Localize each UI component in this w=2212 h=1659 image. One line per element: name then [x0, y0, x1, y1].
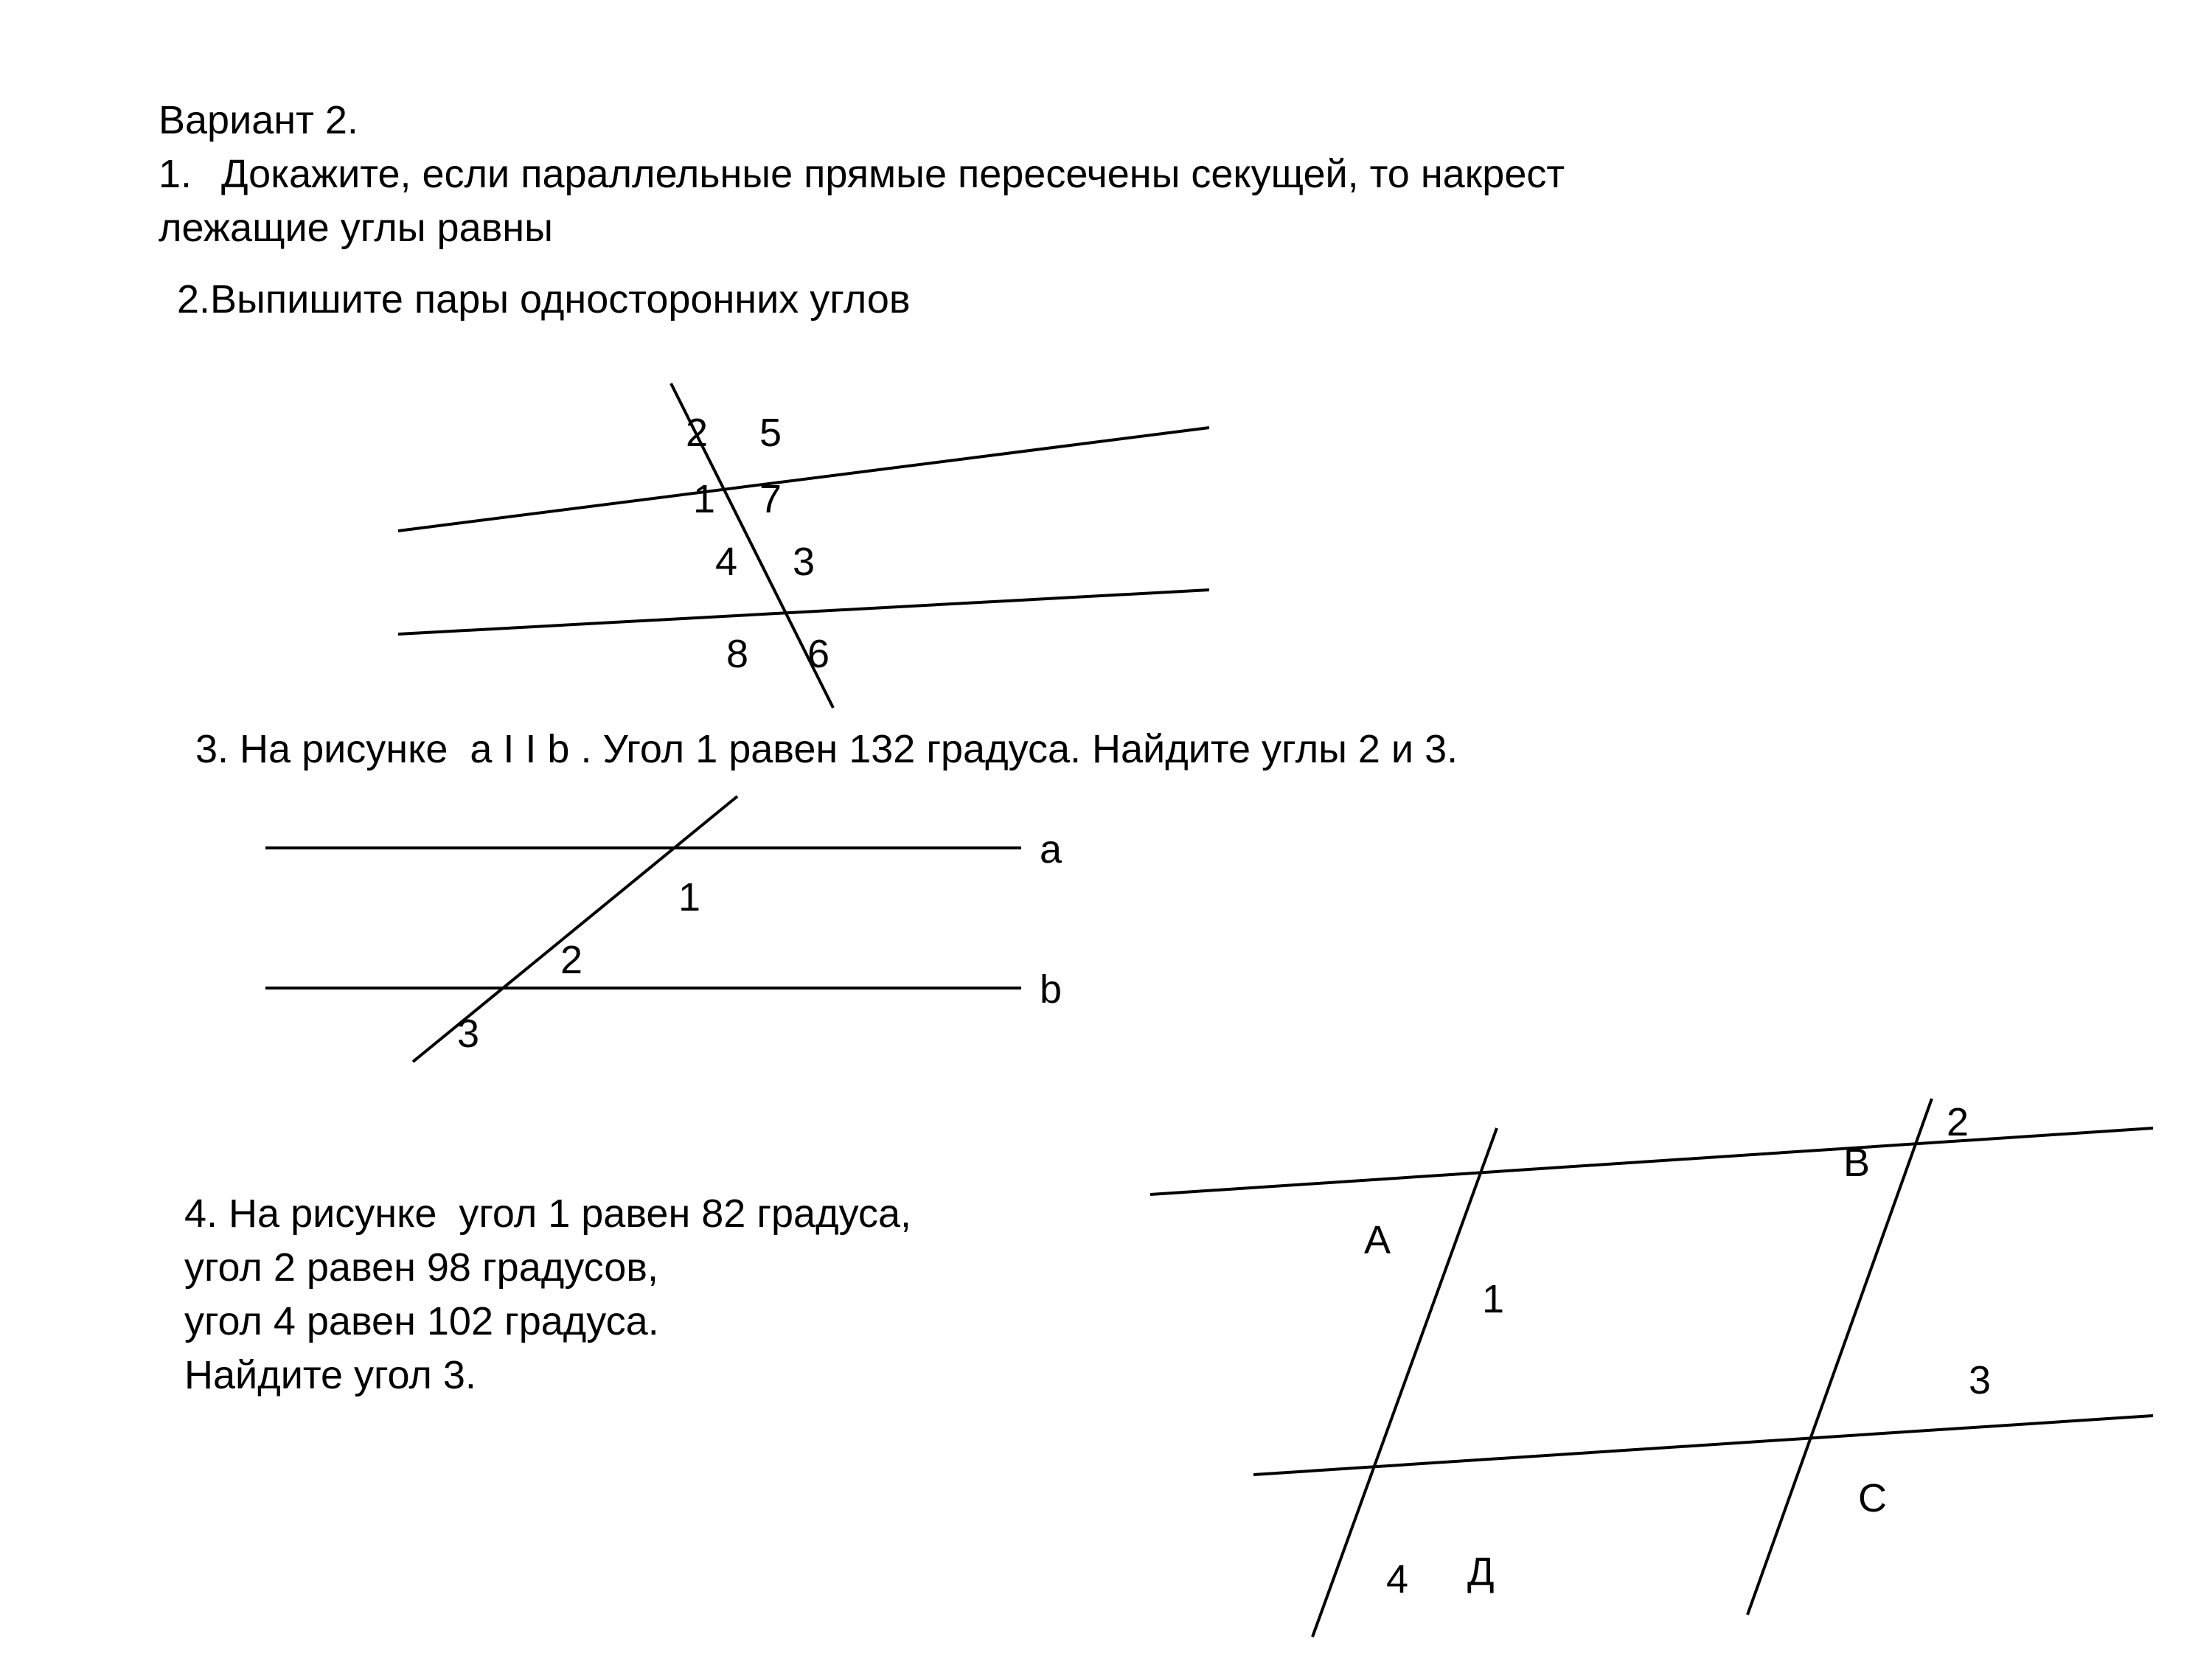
label-D: Д	[1467, 1550, 1495, 1594]
label-b: b	[1040, 967, 1062, 1012]
heading: Вариант 2.	[159, 94, 358, 147]
figure-q2: 1 2 3 4 5 6 7 8	[398, 383, 1209, 708]
q1-line2: лежащие углы равны	[159, 201, 553, 255]
q1-line1: Докажите, если параллельные прямые перес…	[221, 147, 1565, 201]
figure-q3: 1 2 3 a b	[265, 796, 1077, 1062]
label-3: 3	[457, 1012, 479, 1056]
label-5: 5	[759, 411, 782, 455]
q2-text: 2.Выпишите пары односторонних углов	[177, 273, 911, 327]
q4-line4: Найдите угол 3.	[184, 1349, 476, 1402]
label-1: 1	[1482, 1277, 1504, 1321]
label-4: 4	[1386, 1557, 1408, 1601]
q3-text: 3. На рисунке a I I b . Угол 1 равен 132…	[195, 723, 1458, 776]
label-B: B	[1843, 1141, 1870, 1185]
label-6: 6	[807, 632, 830, 676]
label-A: A	[1364, 1218, 1391, 1262]
label-2: 2	[686, 411, 708, 455]
label-3: 3	[793, 540, 815, 584]
label-4: 4	[715, 540, 737, 584]
label-1: 1	[693, 477, 715, 521]
figure-q4: 1 2 3 4 B A C Д	[1150, 1099, 2153, 1644]
line-right	[1747, 1099, 1932, 1615]
label-C: C	[1858, 1476, 1887, 1520]
q4-line1: 4. На рисунке угол 1 равен 82 градуса,	[184, 1187, 911, 1241]
line-top	[398, 428, 1209, 531]
q1-number: 1.	[159, 147, 192, 201]
q4-line2: угол 2 равен 98 градусов,	[184, 1241, 658, 1295]
line-top	[1150, 1128, 2153, 1194]
label-a: a	[1040, 827, 1062, 872]
label-2: 2	[1947, 1100, 1969, 1144]
label-3: 3	[1969, 1358, 1991, 1402]
label-2: 2	[560, 938, 582, 982]
label-7: 7	[759, 477, 782, 521]
line-bottom	[398, 590, 1209, 634]
q4-line3: угол 4 равен 102 градуса.	[184, 1295, 659, 1349]
label-8: 8	[726, 632, 748, 676]
label-1: 1	[678, 875, 700, 919]
